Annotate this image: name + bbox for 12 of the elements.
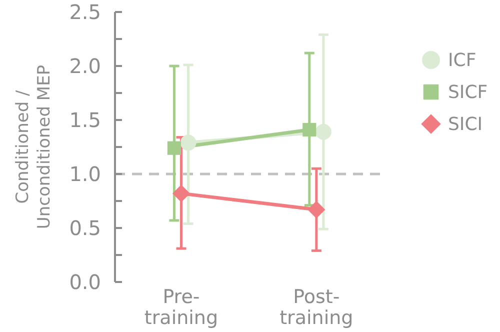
x-tick-label: Pre-training — [144, 286, 218, 330]
legend-label: SICI — [448, 114, 483, 134]
x-tick-label: Post-training — [280, 286, 354, 330]
y-tick-label: 2.0 — [69, 54, 101, 78]
y-tick-label: 2.5 — [69, 0, 101, 24]
legend-label: SICF — [448, 82, 488, 102]
y-tick-label: 0.0 — [69, 270, 101, 294]
y-tick-label: 1.0 — [69, 162, 101, 186]
y-tick-label: 1.5 — [69, 108, 101, 132]
y-tick-label: 0.5 — [69, 216, 101, 240]
legend-label: ICF — [448, 50, 476, 70]
y-axis-title: Conditioned / Unconditioned MEP — [13, 64, 54, 230]
